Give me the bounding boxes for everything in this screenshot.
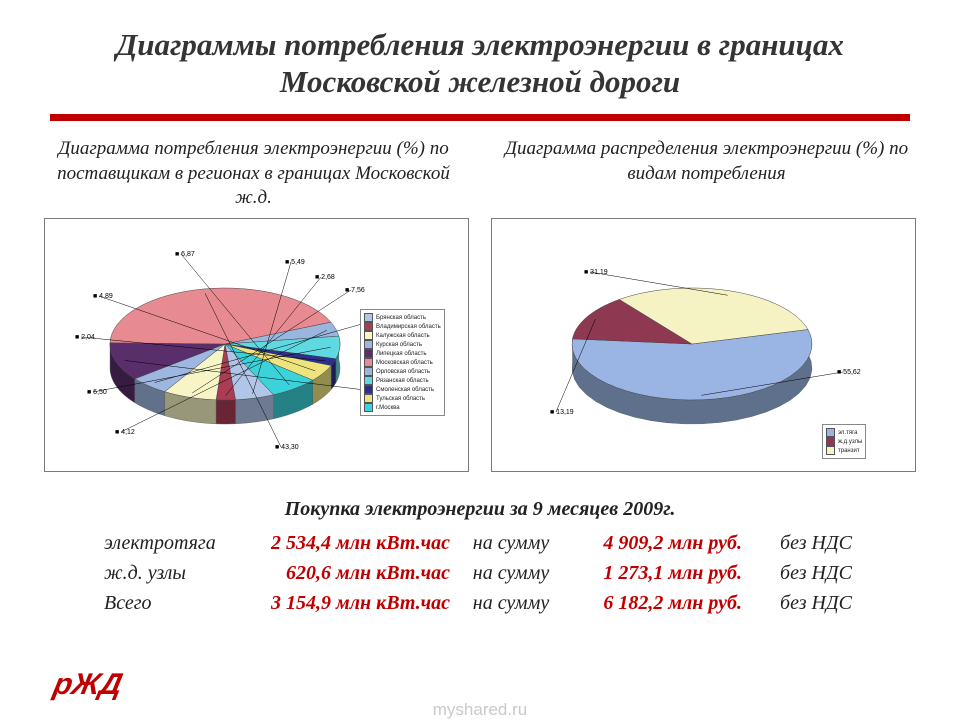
- data-label: ■ 55,62: [837, 369, 861, 376]
- subtitles-row: Диаграмма потребления электроэнергии (%)…: [44, 137, 916, 210]
- data-label: ■ 7,56: [345, 287, 365, 294]
- page-title: Диаграммы потребления электроэнергии в г…: [44, 26, 916, 100]
- chart2-subtitle: Диаграмма распределения электроэнергии (…: [497, 137, 916, 210]
- chart-legend: Брянская областьВладимирская областьКалу…: [360, 309, 445, 416]
- data-label: ■ 2,68: [315, 274, 335, 281]
- purchase-table: Покупка электроэнергии за 9 месяцев 2009…: [44, 494, 916, 618]
- pie-chart-usage: ■ 55,62 ■ 13,19 ■ 31,19 эл.тягаж.д.узлытран…: [491, 218, 916, 472]
- data-label: ■ 43,30: [275, 444, 299, 451]
- pie-chart-suppliers: ■ 5,49■ 2,68■ 7,56■ 5,55■ 11,0■ 43,30■ 4…: [44, 218, 469, 472]
- data-label: ■ 31,19: [584, 269, 608, 276]
- slide: Диаграммы потребления электроэнергии в г…: [0, 0, 960, 720]
- watermark: myshared.ru: [0, 700, 960, 720]
- data-label: ■ 5,49: [285, 259, 305, 266]
- rzd-logo: pЖД: [50, 668, 125, 702]
- data-label: ■ 2,04: [75, 334, 95, 341]
- purchase-heading: Покупка электроэнергии за 9 месяцев 2009…: [44, 494, 916, 524]
- chart1-subtitle: Диаграмма потребления электроэнергии (%)…: [44, 137, 463, 210]
- purchase-row: ж.д. узлы620,6 млн кВт.часна сумму1 273,…: [44, 558, 916, 588]
- data-label: ■ 6,50: [87, 389, 107, 396]
- data-label: ■ 6,87: [175, 251, 195, 258]
- purchase-row: Всего3 154,9 млн кВт.часна сумму6 182,2 …: [44, 588, 916, 618]
- chart-legend: эл.тягаж.д.узлытранзит: [822, 424, 866, 459]
- data-label: ■ 4,12: [115, 429, 135, 436]
- charts-row: ■ 5,49■ 2,68■ 7,56■ 5,55■ 11,0■ 43,30■ 4…: [44, 218, 916, 472]
- data-label: ■ 4,89: [93, 293, 113, 300]
- data-label: ■ 13,19: [550, 409, 574, 416]
- purchase-row: электротяга2 534,4 млн кВт.часна сумму4 …: [44, 528, 916, 558]
- divider: [50, 114, 910, 121]
